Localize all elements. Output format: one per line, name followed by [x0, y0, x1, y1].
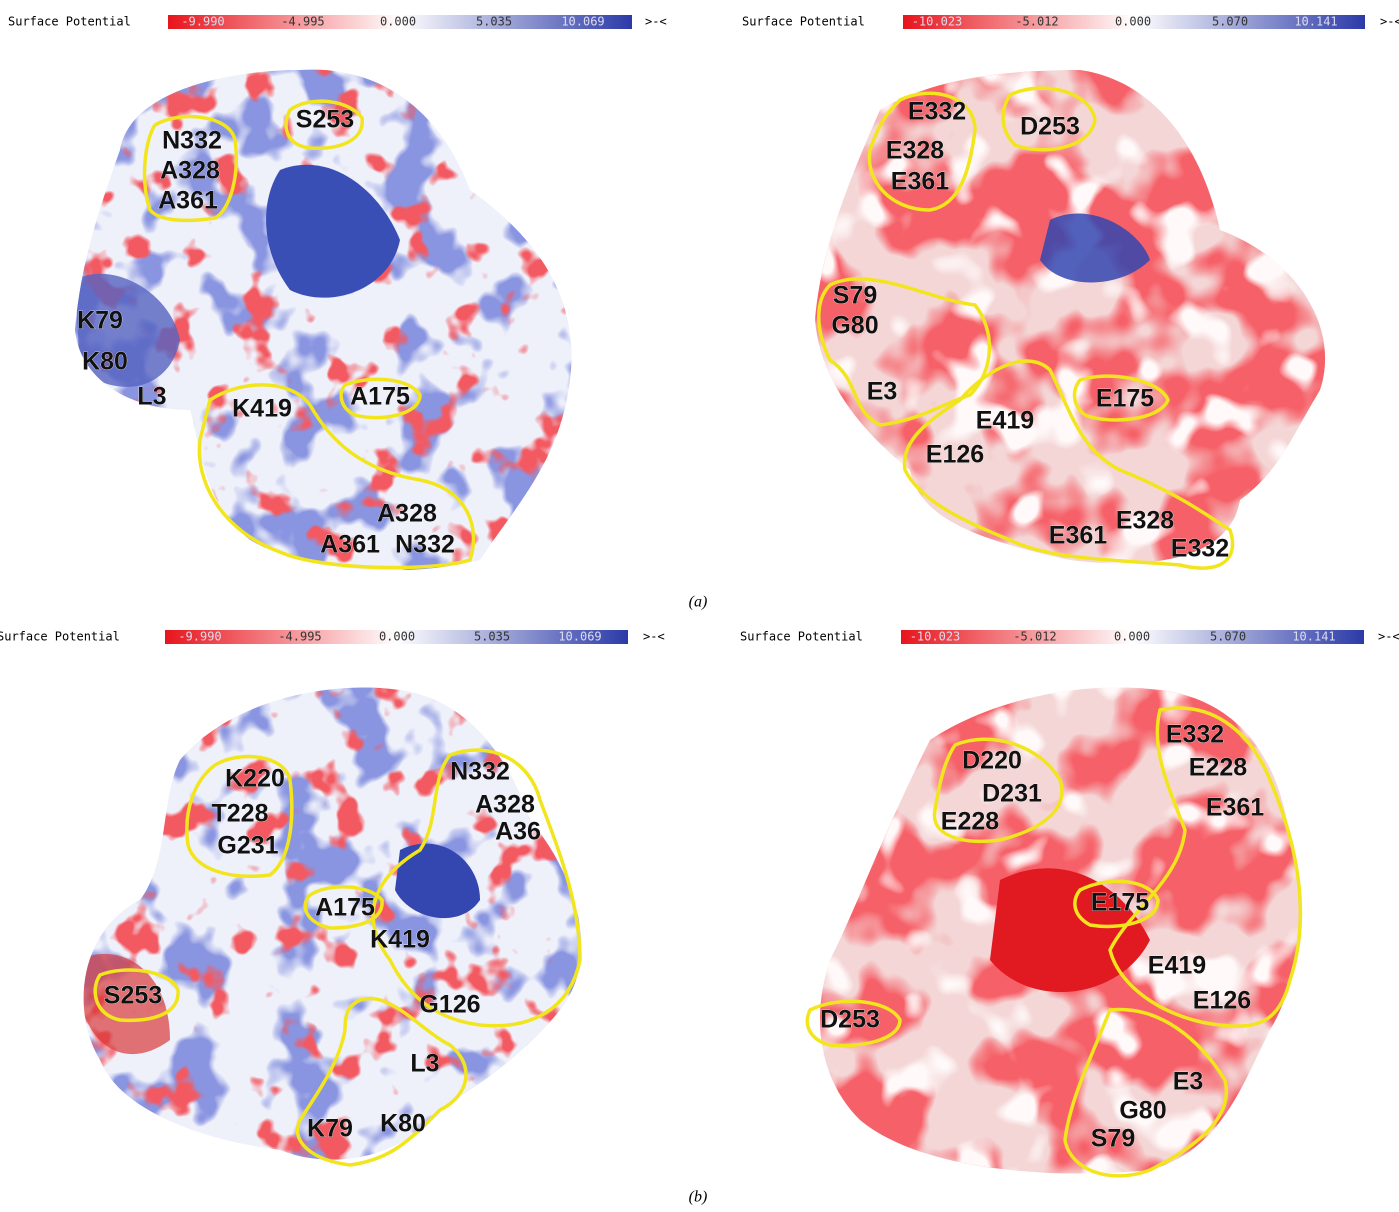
residue-label: E3 — [867, 378, 898, 406]
colorbar-label: 0.000 — [1115, 15, 1151, 29]
colorbar-label: -10.023 — [912, 15, 963, 29]
residue-label: E228 — [941, 808, 999, 836]
residue-label: E332 — [1171, 535, 1229, 563]
residue-label: E126 — [926, 441, 984, 469]
residue-label: K79 — [77, 307, 123, 335]
colorbar-label: -9.990 — [181, 15, 224, 29]
residue-label: N332 — [450, 758, 510, 786]
colorbar-label: 0.000 — [379, 630, 415, 644]
residue-label: D220 — [962, 747, 1022, 775]
residue-label: G80 — [831, 312, 878, 340]
residue-label: G80 — [1119, 1097, 1166, 1125]
colorbar-title: Surface Potential — [742, 15, 865, 29]
residue-label: L3 — [410, 1050, 439, 1078]
residue-label: E175 — [1096, 385, 1154, 413]
residue-label: E361 — [1206, 794, 1264, 822]
caption: (b) — [689, 1189, 708, 1206]
colorbar-end: >-< — [645, 15, 667, 29]
colorbar-label: -4.995 — [281, 15, 324, 29]
colorbar-label: 10.141 — [1292, 630, 1335, 644]
residue-label: S79 — [1091, 1125, 1135, 1153]
residue-label: E175 — [1091, 889, 1149, 917]
colorbar-label: 0.000 — [380, 15, 416, 29]
residue-label: K80 — [82, 348, 128, 376]
residue-label: A175 — [315, 894, 375, 922]
colorbar-end: >-< — [1378, 630, 1399, 644]
colorbar-label: 10.141 — [1294, 15, 1337, 29]
colorbar-label: 5.035 — [476, 15, 512, 29]
residue-label: K419 — [370, 926, 430, 954]
residue-label: E126 — [1193, 987, 1251, 1015]
caption: (a) — [689, 594, 708, 611]
residue-label: N332 — [162, 127, 222, 155]
colorbar-label: -9.990 — [178, 630, 221, 644]
residue-label: K79 — [307, 1115, 353, 1143]
colorbar-label: -5.012 — [1013, 630, 1056, 644]
colorbar-label: 5.070 — [1210, 630, 1246, 644]
residue-label: D253 — [820, 1006, 880, 1034]
residue-label: A361 — [158, 187, 218, 215]
residue-label: D231 — [982, 780, 1042, 808]
residue-label: A175 — [350, 383, 410, 411]
residue-label: N332 — [395, 531, 455, 559]
residue-label: K220 — [225, 765, 285, 793]
colorbar-title: Surface Potential — [740, 630, 863, 644]
residue-label: E419 — [976, 407, 1034, 435]
residue-label: A328 — [377, 500, 437, 528]
colorbar-end: >-< — [1380, 15, 1399, 29]
colorbar-title: Surface Potential — [8, 15, 131, 29]
residue-label: E361 — [891, 168, 949, 196]
residue-label: A328 — [160, 157, 220, 185]
residue-label: G231 — [217, 832, 278, 860]
residue-label: E3 — [1173, 1068, 1204, 1096]
surface — [60, 60, 590, 590]
residue-label: E328 — [886, 137, 944, 165]
residue-label: S79 — [833, 282, 877, 310]
residue-label: A361 — [320, 531, 380, 559]
residue-label: E332 — [1166, 721, 1224, 749]
residue-label: K419 — [232, 395, 292, 423]
colorbar-title: Surface Potential — [0, 630, 120, 644]
residue-label: S253 — [296, 106, 354, 134]
colorbar-label: 10.069 — [561, 15, 604, 29]
colorbar-label: 5.070 — [1212, 15, 1248, 29]
colorbar-label: 5.035 — [474, 630, 510, 644]
colorbar-label: 10.069 — [558, 630, 601, 644]
colorbar-label: 0.000 — [1114, 630, 1150, 644]
residue-label: E328 — [1116, 507, 1174, 535]
colorbar-label: -10.023 — [910, 630, 961, 644]
residue-label: A36 — [495, 818, 541, 846]
colorbar-label: -4.995 — [278, 630, 321, 644]
residue-label: E228 — [1189, 754, 1247, 782]
residue-label: K80 — [380, 1110, 426, 1138]
figure: Surface Potential -9.990 -4.995 0.000 5.035 1… — [0, 0, 1399, 1212]
residue-label: D253 — [1020, 113, 1080, 141]
colorbar-label: -5.012 — [1015, 15, 1058, 29]
residue-label: L3 — [137, 383, 166, 411]
residue-label: S253 — [104, 982, 162, 1010]
residue-label: E332 — [908, 98, 966, 126]
residue-label: T228 — [212, 800, 269, 828]
residue-label: E419 — [1148, 952, 1206, 980]
residue-label: E361 — [1049, 522, 1107, 550]
residue-label: A328 — [475, 791, 535, 819]
surface — [70, 680, 610, 1180]
colorbar-end: >-< — [643, 630, 665, 644]
residue-label: G126 — [419, 991, 480, 1019]
